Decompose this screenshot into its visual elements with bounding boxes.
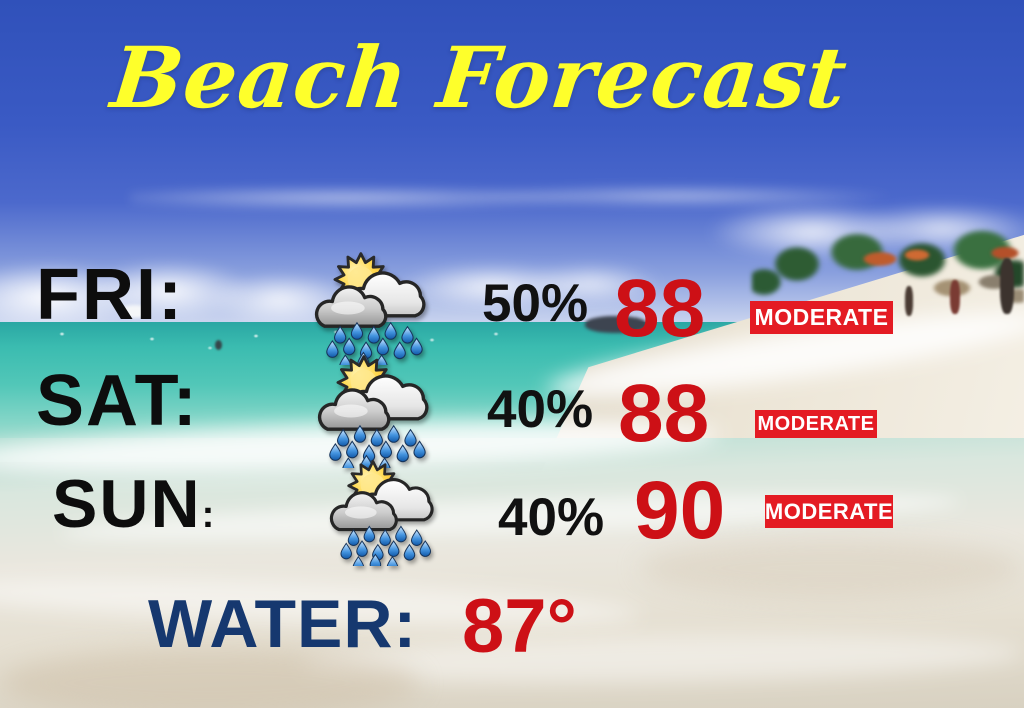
beachgoer: [1000, 258, 1014, 314]
uv-advisory-badge: MODERATE: [765, 495, 893, 528]
high-temp: 88: [618, 368, 710, 459]
water-temp-value: 87°: [462, 584, 577, 669]
white-boat: [120, 305, 150, 318]
precip-chance: 40%: [498, 488, 605, 547]
swimmer-dot: [215, 340, 222, 350]
surf-and-sand: [0, 438, 1024, 708]
precip-chance: 50%: [482, 274, 589, 333]
uv-advisory-badge: MODERATE: [755, 410, 877, 438]
beachgoer: [950, 280, 960, 314]
sand-patch: [640, 538, 1020, 598]
sun-behind-rain-cloud-icon: [317, 354, 447, 468]
cumulus-clouds-center: [380, 258, 660, 310]
sun-behind-rain-cloud-icon: [329, 459, 451, 566]
page-title: Beach Forecast: [106, 28, 853, 127]
water-temp-label: WATER:: [148, 586, 418, 662]
sand-patch: [0, 648, 420, 708]
high-temp: 90: [634, 465, 726, 556]
high-temp: 88: [614, 263, 706, 354]
beachgoer: [905, 286, 913, 316]
cumulus-clouds-left: [0, 244, 360, 330]
day-label-sat: SAT:: [36, 361, 199, 441]
uv-advisory-badge: MODERATE: [750, 301, 893, 334]
sun-behind-rain-cloud-icon: [314, 251, 444, 365]
day-label-fri: FRI:: [36, 255, 184, 335]
precip-chance: 40%: [487, 380, 594, 439]
catamaran: [585, 316, 647, 333]
day-label-sun: SUN:: [52, 466, 217, 542]
